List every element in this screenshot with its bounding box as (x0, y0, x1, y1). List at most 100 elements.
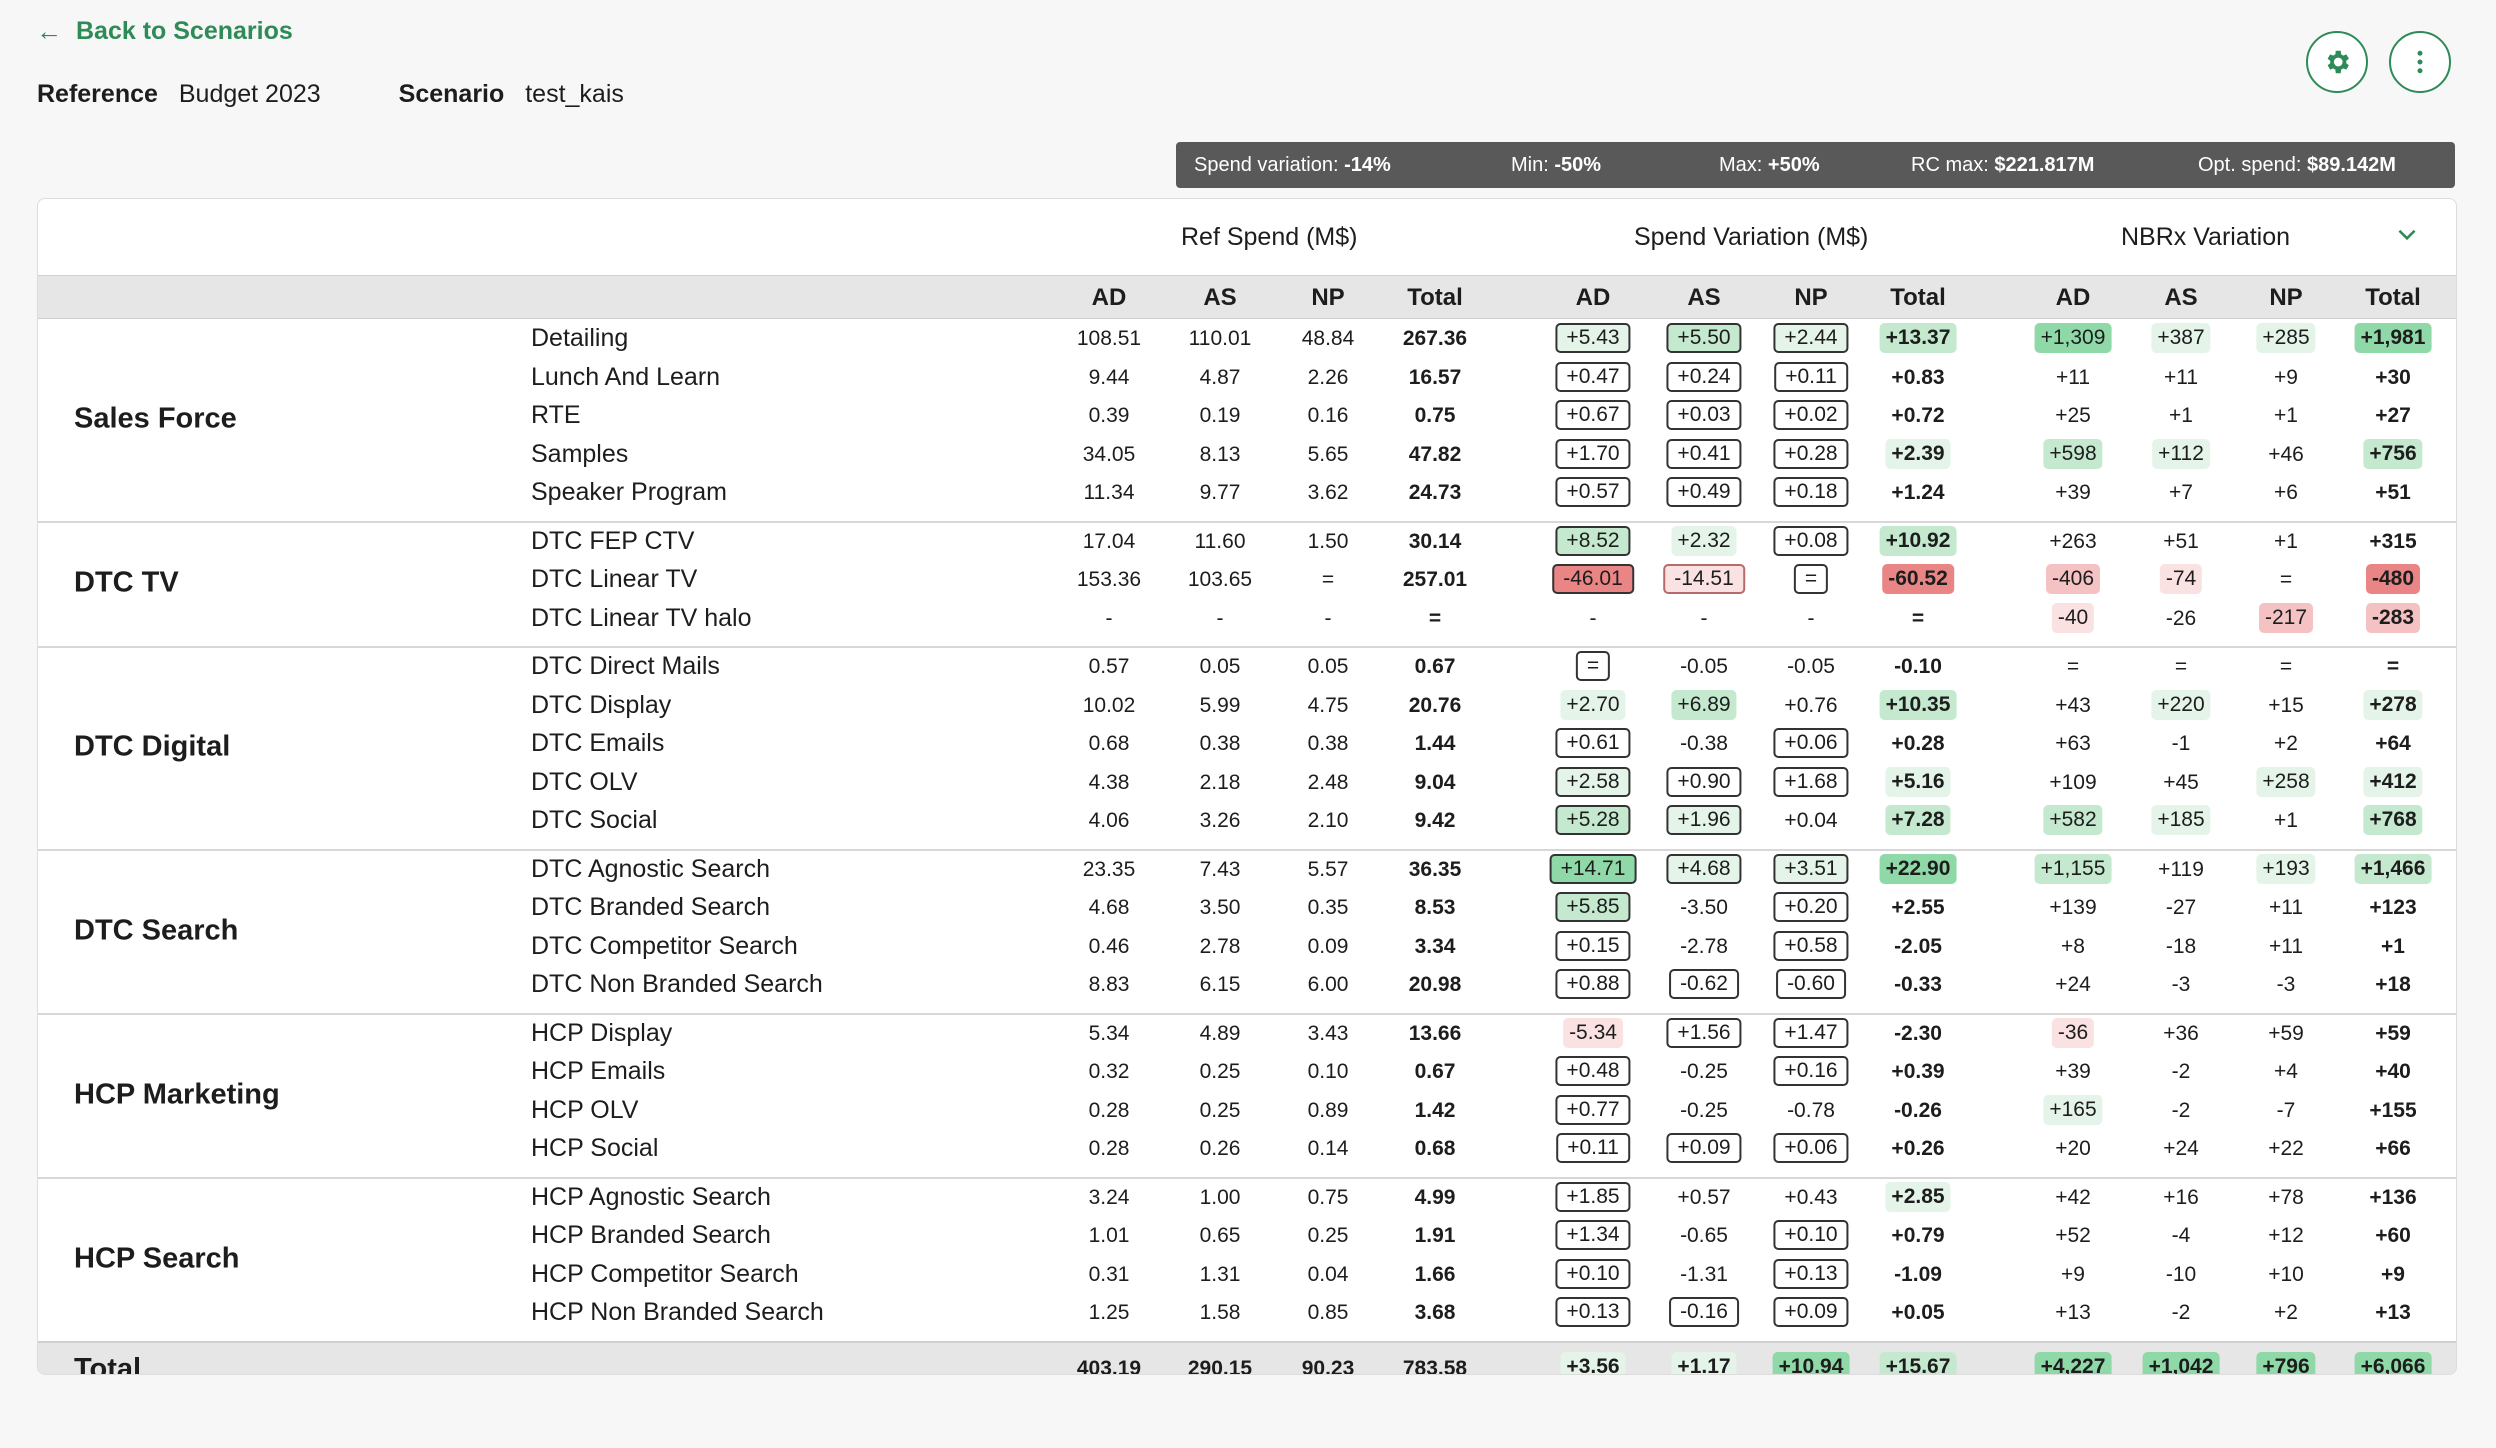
group-headers: Ref Spend (M$) Spend Variation (M$) NBRx… (38, 199, 2456, 275)
table-cell: -2.05 (1894, 934, 1942, 958)
table-cell: 11.34 (1083, 481, 1135, 504)
table-cell: +0.90 (1666, 766, 1742, 797)
table-cell: 9.42 (1414, 809, 1456, 832)
table-cell: = (1793, 564, 1829, 594)
table-cell: +112 (2152, 438, 2210, 469)
table-cell: +9 (2274, 365, 2298, 389)
table-cell: +0.47 (1555, 361, 1631, 392)
table-cell: +11 (2268, 896, 2304, 919)
table-cell: +1 (2274, 404, 2298, 427)
table-cell: +1.68 (1773, 766, 1849, 797)
table-cell: 1.00 (1199, 1185, 1241, 1209)
table-cell: -406 (2045, 564, 2101, 594)
table-cell: -0.05 (1787, 655, 1835, 678)
table-cell: +4 (2274, 1060, 2298, 1083)
table-cell: -40 (2051, 602, 2095, 633)
table-cell: - (1700, 606, 1708, 630)
channel-label: RTE (531, 401, 581, 429)
table-cell: +1.17 (1671, 1351, 1737, 1374)
table-cell: 0.39 (1088, 404, 1130, 427)
table-cell: +0.11 (1556, 1133, 1630, 1163)
table-cell: -60.52 (1882, 564, 1954, 594)
table-cell: +1,309 (2034, 323, 2112, 353)
table-cell: +0.08 (1773, 525, 1849, 556)
column-headers: AD AS NP Total AD AS NP Total AD AS NP Total (38, 275, 2456, 319)
channel-label: HCP OLV (531, 1095, 639, 1124)
table-cell: +22.90 (1879, 853, 1957, 884)
table-cell: +5.43 (1555, 323, 1631, 353)
table-cell: +10.94 (1772, 1351, 1850, 1374)
table-cell: 34.05 (1082, 442, 1136, 466)
table-cell: +46 (2268, 442, 2304, 466)
table-cell: +0.13 (1773, 1258, 1849, 1289)
opt-spend-label: Opt. spend: (2198, 153, 2302, 176)
channel-group-name: DTC TV (74, 566, 179, 599)
table-cell: 0.16 (1307, 404, 1349, 427)
table-cell: 1.66 (1414, 1262, 1456, 1286)
table-cell: 20.98 (1408, 973, 1462, 996)
table-row: DTC Emails 0.68 0.38 0.38 1.44 +0.61 -0.38 +0.0… (38, 725, 2456, 763)
table-cell: +13.37 (1879, 323, 1957, 353)
back-to-scenarios-link[interactable]: ← Back to Scenarios (36, 16, 293, 47)
more-options-button[interactable] (2389, 31, 2451, 93)
table-row: HCP OLV 0.28 0.25 0.89 1.42 +0.77 -0.25 -0.78 -0… (38, 1092, 2456, 1130)
table-cell: 13.66 (1408, 1021, 1462, 1045)
column-header: Total (1407, 284, 1463, 311)
table-cell: 23.35 (1082, 857, 1136, 881)
table-cell: +0.11 (1774, 361, 1848, 392)
column-header: AD (2055, 284, 2091, 311)
channel-group: HCP Search HCP Agnostic Search 3.24 1.00 0.7… (38, 1177, 2456, 1343)
table-cell: 0.38 (1307, 732, 1349, 755)
table-cell: 3.24 (1088, 1185, 1130, 1209)
table-cell: -7 (2276, 1098, 2296, 1122)
table-cell: 0.28 (1088, 1137, 1130, 1160)
chevron-down-icon[interactable] (2394, 221, 2420, 254)
settings-button[interactable] (2306, 31, 2368, 93)
table-cell: -0.60 (1776, 969, 1846, 999)
table-cell: +0.61 (1555, 728, 1631, 758)
arrow-left-icon: ← (36, 16, 62, 46)
max-summary: Max: +50% (1719, 154, 1820, 177)
channel-label: HCP Branded Search (531, 1221, 771, 1249)
table-cell: 2.78 (1199, 934, 1241, 958)
table-cell: +15 (2268, 693, 2304, 717)
table-cell: = (1911, 606, 1925, 630)
min-label: Min: (1511, 153, 1549, 176)
table-cell: 0.67 (1414, 655, 1456, 678)
table-cell: = (2279, 655, 2293, 678)
channel-label: HCP Display (531, 1018, 673, 1047)
table-cell: = (2386, 655, 2400, 678)
table-cell: +42 (2055, 1185, 2091, 1209)
table-cell: 1.42 (1414, 1098, 1456, 1122)
table-cell: 9.44 (1088, 365, 1130, 389)
table-cell: 1.25 (1088, 1301, 1130, 1324)
table-cell: = (2174, 655, 2188, 678)
table-cell: +4.68 (1666, 853, 1742, 884)
table-cell: +412 (2363, 766, 2423, 797)
spend-variation-header: Spend Variation (M$) (1634, 223, 1869, 251)
spend-variation-label: Spend variation: (1194, 153, 1339, 176)
optimization-summary-bar: Spend variation: -14% Min: -50% Max: +50… (1176, 142, 2455, 188)
table-cell: +193 (2256, 853, 2316, 884)
table-row: HCP Competitor Search 0.31 1.31 0.04 1.66 +0.… (38, 1256, 2456, 1294)
reference-value: Budget 2023 (178, 80, 321, 108)
table-cell: 153.36 (1076, 568, 1142, 591)
table-cell: +0.48 (1555, 1056, 1631, 1086)
table-cell: +5.50 (1666, 323, 1742, 353)
table-row: DTC Display 10.02 5.99 4.75 20.76 +2.70 +6.89 +… (38, 687, 2456, 725)
table-cell: +51 (2163, 529, 2199, 553)
table-cell: 48.84 (1301, 327, 1355, 350)
table-cell: +2 (2274, 1301, 2298, 1324)
table-cell: 8.53 (1414, 896, 1456, 919)
table-cell: +1 (2274, 529, 2298, 553)
table-cell: +7.28 (1885, 805, 1951, 835)
table-cell: -2.30 (1894, 1021, 1942, 1045)
table-cell: 0.67 (1414, 1060, 1456, 1083)
table-cell: -36 (2051, 1017, 2095, 1048)
table-cell: +1,466 (2354, 853, 2432, 884)
table-cell: +2.70 (1560, 689, 1626, 720)
table-cell: 1.58 (1199, 1301, 1241, 1324)
table-cell: 0.19 (1199, 404, 1241, 427)
table-cell: +1 (2169, 404, 2193, 427)
table-cell: 403.19 (1076, 1356, 1142, 1375)
